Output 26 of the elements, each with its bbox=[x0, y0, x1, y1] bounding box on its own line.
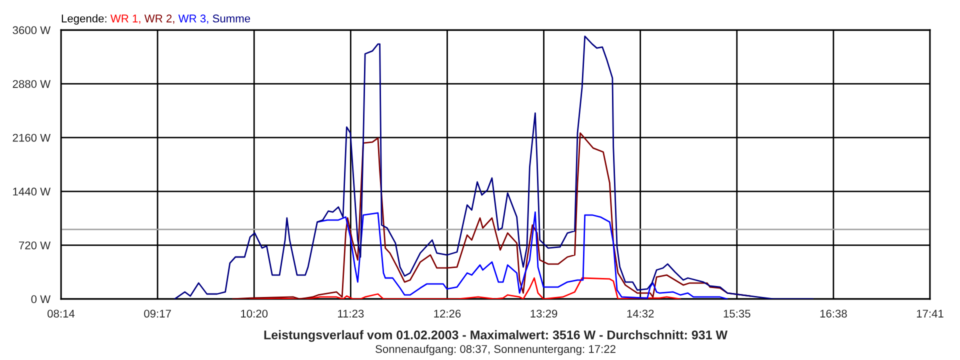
line-series bbox=[316, 211, 728, 299]
y-tick-label: 0 W bbox=[31, 295, 51, 304]
x-tick-label: 14:32 bbox=[627, 310, 654, 318]
x-tick-label: 09:17 bbox=[144, 310, 171, 318]
text: WR 1, bbox=[110, 14, 140, 24]
text: Leistungsverlauf vom 01.02.2003 - Maximalwert: 3516 W - Durchschnitt: 931 W bbox=[264, 330, 728, 342]
text: WR 2, bbox=[144, 14, 174, 24]
text: WR 3, bbox=[178, 14, 208, 24]
text: Summe bbox=[212, 14, 250, 22]
x-tick-label: 16:38 bbox=[820, 310, 847, 318]
line-series bbox=[249, 277, 682, 299]
x-tick-label: 10:20 bbox=[241, 310, 268, 318]
x-tick-label: 15:35 bbox=[724, 310, 750, 318]
y-tick-label: 720 W bbox=[19, 241, 51, 250]
y-tick-label: 1440 W bbox=[13, 188, 51, 196]
y-tick-label: 2880 W bbox=[12, 80, 51, 88]
y-tick-label: 3600 W bbox=[12, 26, 51, 34]
x-tick-label: 12:26 bbox=[434, 310, 461, 318]
x-tick-label: 17:41 bbox=[916, 310, 944, 318]
legend-title: Legende: bbox=[62, 14, 106, 25]
x-tick-label: 11:23 bbox=[338, 310, 364, 318]
x-tick-label: 08:14 bbox=[48, 310, 75, 318]
line-series bbox=[174, 36, 814, 299]
text: Sonnenaufgang: 08:37, Sonnenuntergang: 17:22 bbox=[376, 344, 616, 356]
x-tick-label: 13:29 bbox=[530, 310, 558, 318]
y-tick-label: 2160 W bbox=[12, 134, 51, 142]
